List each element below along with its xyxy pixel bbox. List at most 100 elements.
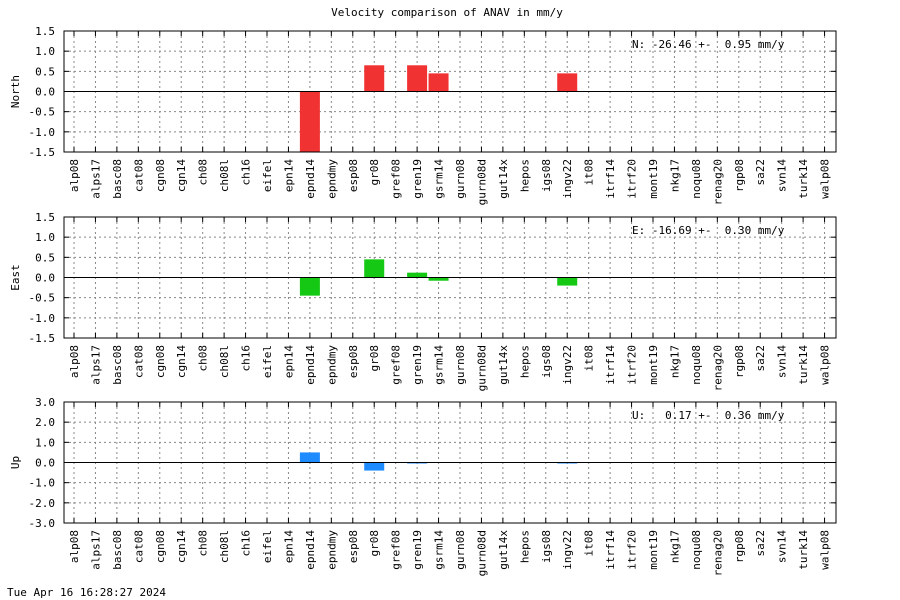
x-tick-label: gsrm14	[433, 159, 446, 199]
x-tick-label: itrf14	[604, 159, 617, 199]
x-tick-label: gurn08	[454, 345, 467, 385]
x-tick-label: itrf14	[604, 530, 617, 570]
y-tick-label: -0.5	[29, 106, 56, 119]
x-tick-label: alps17	[89, 345, 102, 385]
x-tick-label: eifel	[261, 345, 274, 378]
x-tick-label: ch08l	[218, 159, 231, 192]
x-tick-label: gr08	[368, 159, 381, 186]
x-tick-label: gr08	[368, 530, 381, 557]
x-tick-label: gurn08d	[475, 530, 488, 576]
y-tick-label: 0.5	[35, 65, 55, 78]
x-tick-label: gurn08	[454, 159, 467, 199]
y-tick-label: 0.0	[35, 86, 55, 99]
y-tick-label: 1.0	[35, 436, 55, 449]
x-tick-label: rgp08	[733, 345, 746, 378]
bar-up-gr08	[364, 462, 385, 471]
x-tick-label: mont19	[647, 530, 660, 570]
y-tick-label: -1.5	[29, 332, 56, 345]
y-axis-label: Up	[9, 456, 22, 469]
y-tick-label: 3.0	[35, 396, 55, 409]
x-tick-label: cat08	[132, 530, 145, 563]
x-tick-label: epnd14	[304, 345, 317, 385]
x-tick-label: turk14	[797, 345, 810, 385]
x-tick-label: noqu08	[690, 159, 703, 199]
x-tick-label: basc08	[111, 345, 124, 385]
bar-up-epnd14	[299, 452, 320, 463]
x-tick-label: gref08	[390, 159, 403, 199]
x-tick-label: renag20	[711, 345, 724, 391]
plot-frame	[63, 30, 837, 153]
y-tick-label: -1.0	[29, 477, 56, 490]
y-tick-label: 2.0	[35, 416, 55, 429]
x-tick-label: cgn08	[154, 159, 167, 192]
x-tick-label: rgp08	[733, 159, 746, 192]
x-tick-label: ch16	[240, 345, 253, 372]
x-tick-label: sa22	[754, 159, 767, 186]
x-tick-label: cgn08	[154, 530, 167, 563]
x-tick-label: turk14	[797, 159, 810, 199]
x-tick-label: epnd14	[304, 159, 317, 199]
x-tick-label: epnd14	[304, 530, 317, 570]
x-tick-label: ch08l	[218, 530, 231, 563]
x-tick-label: itrf20	[626, 345, 639, 385]
bar-east-gren19	[407, 272, 428, 278]
x-tick-label: ch08l	[218, 345, 231, 378]
x-tick-label: gut14x	[497, 345, 510, 385]
x-tick-label: gsrm14	[433, 345, 446, 385]
x-tick-label: esp08	[347, 345, 360, 378]
x-tick-label: hepos	[518, 159, 531, 192]
x-tick-label: gsrm14	[433, 530, 446, 570]
x-tick-label: gurn08d	[475, 345, 488, 391]
x-tick-label: alp08	[68, 345, 81, 378]
x-tick-label: igs08	[540, 159, 553, 192]
x-tick-label: renag20	[711, 530, 724, 576]
panel-annotation: E: -16.69 +- 0.30 mm/y	[632, 224, 785, 237]
x-tick-label: alp08	[68, 530, 81, 563]
x-tick-label: svn14	[776, 530, 789, 563]
panel-annotation: U: 0.17 +- 0.36 mm/y	[632, 409, 785, 422]
y-tick-label: -0.5	[29, 292, 56, 305]
x-tick-label: turk14	[797, 530, 810, 570]
x-tick-label: ingv22	[561, 159, 574, 199]
x-tick-label: itrf20	[626, 530, 639, 570]
y-tick-label: 0.5	[35, 251, 55, 264]
x-tick-label: noqu08	[690, 530, 703, 570]
x-tick-label: nkg17	[668, 530, 681, 563]
x-tick-label: epn14	[282, 159, 295, 192]
panel-east: -1.5 -1.0 -0.5 0.0 0.5 1.0 1.5 alp08 alps17 basc0…	[9, 211, 837, 391]
x-tick-label: basc08	[111, 530, 124, 570]
bar-up-gren19	[407, 462, 428, 464]
x-tick-label: walp08	[819, 530, 832, 570]
x-tick-label: renag20	[711, 159, 724, 205]
x-tick-label: epndmy	[325, 345, 338, 385]
x-tick-label: ch08	[197, 345, 210, 372]
y-tick-label: -1.0	[29, 312, 56, 325]
panel-up: -3.0 -2.0 -1.0 0.0 1.0 2.0 3.0 alp08 alps17 basc0…	[9, 396, 837, 576]
x-tick-label: mont19	[647, 159, 660, 199]
x-tick-label: sa22	[754, 530, 767, 557]
bar-up-ingv22	[557, 462, 578, 464]
y-tick-label: -1.0	[29, 126, 56, 139]
x-tick-label: mont19	[647, 345, 660, 385]
x-tick-label: cat08	[132, 159, 145, 192]
y-tick-label: -3.0	[29, 517, 56, 530]
plot-frame	[63, 401, 837, 524]
x-tick-label: gref08	[390, 345, 403, 385]
x-tick-label: ch08	[197, 530, 210, 557]
x-tick-label: cgn14	[175, 530, 188, 563]
x-tick-label: svn14	[776, 345, 789, 378]
x-tick-label: noqu08	[690, 345, 703, 385]
x-tick-label: gren19	[411, 159, 424, 199]
x-tick-label: ingv22	[561, 345, 574, 385]
x-tick-label: esp08	[347, 530, 360, 563]
x-tick-label: nkg17	[668, 159, 681, 192]
x-tick-label: cgn14	[175, 345, 188, 378]
x-tick-label: cgn14	[175, 159, 188, 192]
x-tick-label: eifel	[261, 159, 274, 192]
x-tick-label: alps17	[89, 530, 102, 570]
x-tick-label: ch08	[197, 159, 210, 186]
x-tick-label: it08	[583, 530, 596, 557]
x-tick-label: gurn08	[454, 530, 467, 570]
y-tick-label: 1.0	[35, 231, 55, 244]
